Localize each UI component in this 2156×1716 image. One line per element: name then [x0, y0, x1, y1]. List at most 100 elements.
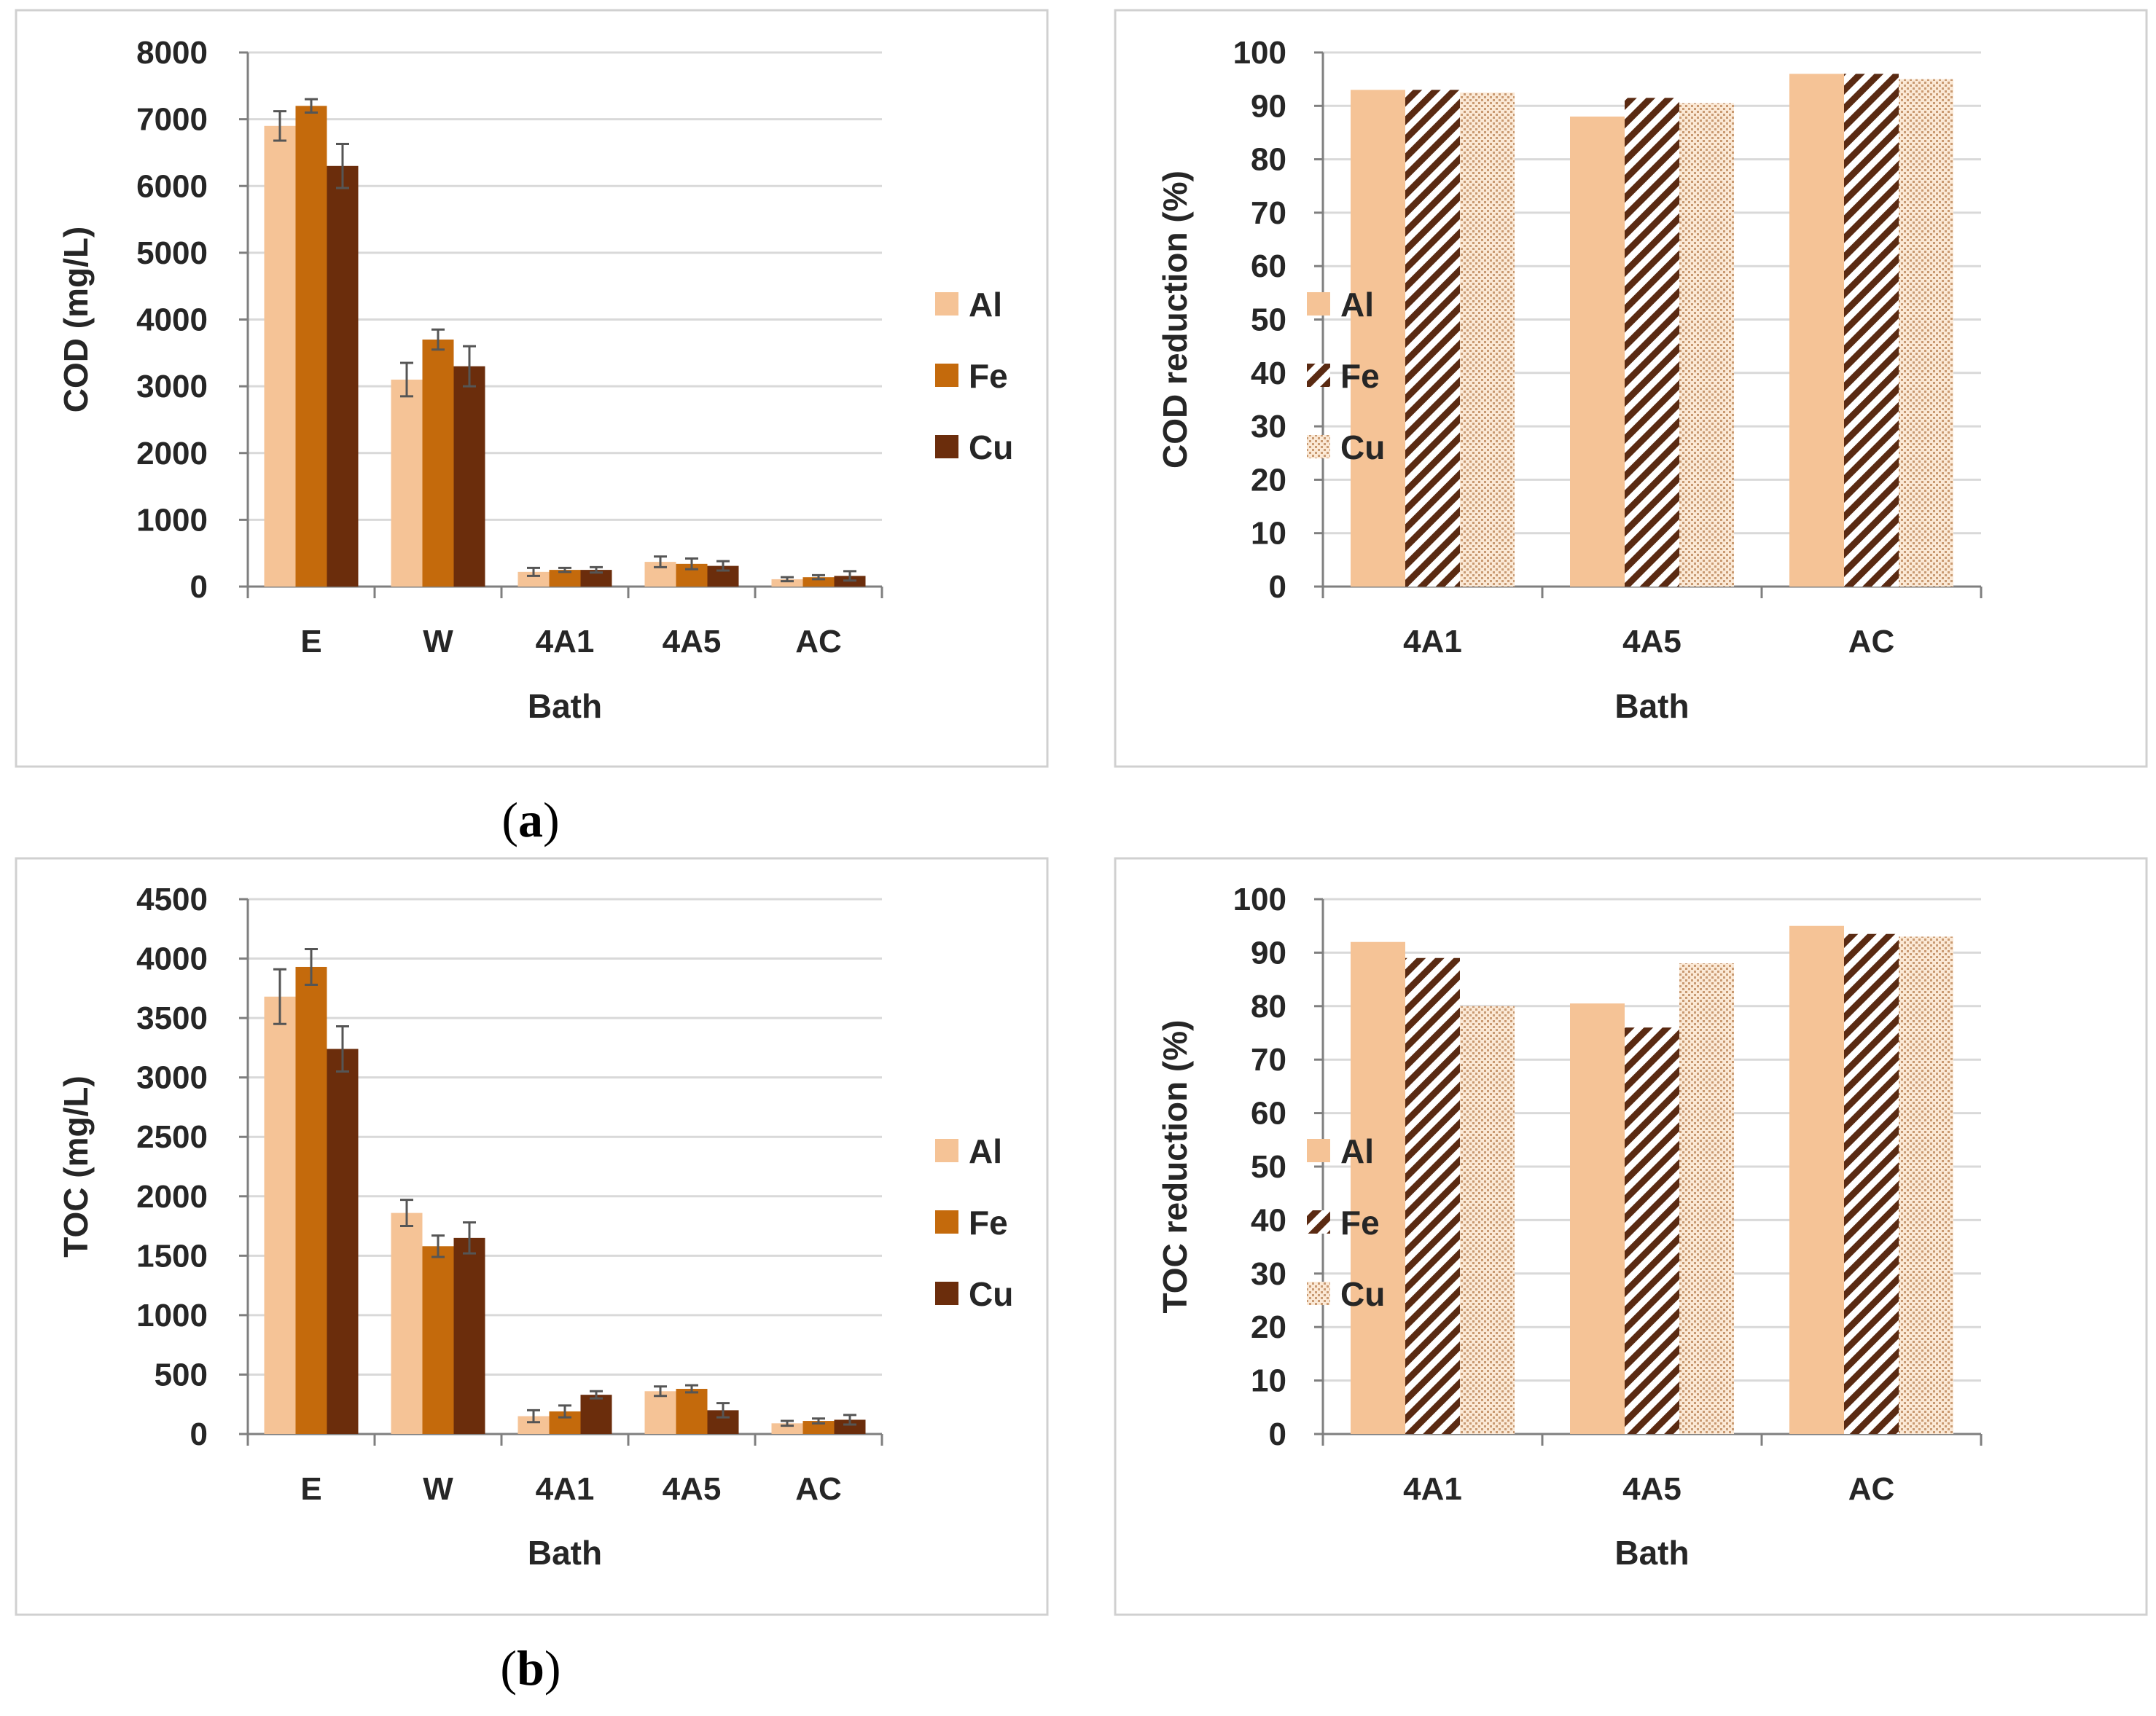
toc-bar-al-e — [264, 996, 296, 1434]
toc-reduction-bar-cu-4a1 — [1460, 1006, 1515, 1434]
toc-reduction-y-axis-title: TOC reduction (%) — [1156, 1020, 1194, 1314]
cod-ytick-label: 7000 — [136, 102, 208, 138]
panel-cod-frame — [15, 9, 1049, 768]
toc-reduction-ytick-label: 70 — [1251, 1042, 1286, 1078]
toc-xtick-label-w: W — [423, 1471, 453, 1507]
cod-chart: 0 1000 2000 3000 4000 5000 6000 7000 8000 E W 4A1 4A… — [57, 35, 1013, 725]
toc-reduction-ytick-label: 30 — [1251, 1256, 1286, 1292]
cod-legend-swatch-al — [935, 292, 958, 316]
cod-reduction-ytick-label: 80 — [1251, 142, 1286, 178]
toc-bar-cu-ac — [834, 1419, 866, 1434]
cod-bar-al-e — [264, 125, 296, 587]
cod-reduction-legend-label-fe: Fe — [1340, 357, 1380, 395]
toc-ytick-label: 1500 — [136, 1238, 208, 1274]
toc-reduction-xtick-label-4a1: 4A1 — [1403, 1471, 1462, 1507]
toc-bar-al-4a5 — [644, 1391, 676, 1434]
toc-ytick-label: 3000 — [136, 1060, 208, 1096]
cod-reduction-legend-swatch-cu — [1307, 435, 1330, 458]
cod-reduction-ytick-label: 40 — [1251, 356, 1286, 391]
caption-b: (b) — [500, 1640, 561, 1696]
toc-reduction-bar-al-4a5 — [1570, 1003, 1625, 1434]
toc-bar-al-ac — [771, 1423, 803, 1434]
cod-ytick-label: 3000 — [136, 369, 208, 404]
toc-legend-label-al: Al — [969, 1132, 1002, 1170]
caption-a-letter: a — [518, 792, 543, 847]
cod-reduction-x-axis-title: Bath — [1614, 687, 1689, 725]
toc-reduction-ytick-label: 100 — [1233, 882, 1286, 917]
toc-bar-cu-e — [327, 1049, 359, 1434]
cod-reduction-chart: 0 10 20 30 40 50 60 70 80 90 100 4A1 4A5 AC Bath COD re… — [1156, 35, 1983, 725]
cod-bar-fe-ac — [802, 577, 835, 587]
toc-xtick-label-4a5: 4A5 — [663, 1471, 722, 1507]
toc-reduction-bar-fe-ac — [1844, 933, 1899, 1434]
toc-reduction-xtick-label-ac: AC — [1848, 1471, 1895, 1507]
cod-reduction-ytick-label: 100 — [1233, 35, 1286, 71]
toc-reduction-bar-al-ac — [1789, 925, 1844, 1434]
toc-legend-label-cu: Cu — [969, 1275, 1013, 1313]
cod-reduction-ytick-label: 20 — [1251, 462, 1286, 498]
cod-reduction-ytick-label: 0 — [1269, 569, 1286, 605]
cod-reduction-xtick-label-4a1: 4A1 — [1403, 624, 1462, 659]
toc-reduction-xtick-label-4a5: 4A5 — [1622, 1471, 1682, 1507]
toc-chart: 0 500 1000 1500 2000 2500 3000 3500 4000 4500 E W 4A… — [57, 882, 1013, 1572]
toc-ytick-label: 2000 — [136, 1179, 208, 1215]
toc-reduction-legend-swatch-cu — [1307, 1282, 1330, 1305]
cod-ytick-label: 6000 — [136, 168, 208, 204]
cod-legend-swatch-cu — [935, 435, 958, 458]
cod-ytick-label: 5000 — [136, 235, 208, 271]
toc-reduction-legend-swatch-al — [1307, 1139, 1330, 1162]
toc-reduction-ytick-label: 90 — [1251, 935, 1286, 971]
cod-reduction-bar-cu-ac — [1899, 79, 1953, 587]
toc-reduction-bar-cu-4a5 — [1679, 963, 1734, 1434]
cod-reduction-legend-label-cu: Cu — [1340, 428, 1385, 466]
toc-reduction-bar-cu-ac — [1899, 936, 1953, 1434]
cod-reduction-ytick-label: 10 — [1251, 516, 1286, 552]
toc-reduction-ytick-label: 60 — [1251, 1096, 1286, 1132]
cod-reduction-bar-fe-ac — [1844, 74, 1899, 587]
toc-reduction-bar-al-4a1 — [1351, 941, 1405, 1434]
toc-legend-label-fe: Fe — [969, 1204, 1008, 1242]
toc-ytick-label: 500 — [155, 1357, 208, 1392]
cod-reduction-ytick-label: 70 — [1251, 195, 1286, 231]
cod-reduction-bar-fe-4a1 — [1405, 90, 1460, 587]
cod-legend-label-fe: Fe — [969, 357, 1008, 395]
cod-x-axis-title: Bath — [528, 687, 602, 725]
toc-reduction-bar-fe-4a1 — [1405, 957, 1460, 1434]
cod-xtick-label-ac: AC — [795, 624, 842, 659]
cod-ytick-label: 2000 — [136, 436, 208, 471]
cod-xtick-label-4a1: 4A1 — [536, 624, 595, 659]
cod-ytick-label: 1000 — [136, 502, 208, 538]
cod-legend-label-al: Al — [969, 286, 1002, 324]
cod-bar-fe-4a1 — [549, 570, 581, 587]
cod-reduction-bar-al-4a1 — [1351, 90, 1405, 587]
cod-reduction-xtick-label-4a5: 4A5 — [1622, 624, 1682, 659]
cod-reduction-ytick-label: 50 — [1251, 302, 1286, 338]
cod-bar-al-ac — [771, 579, 803, 587]
cod-bar-cu-4a1 — [580, 570, 612, 587]
toc-reduction-ytick-label: 10 — [1251, 1363, 1286, 1399]
cod-legend-swatch-fe — [935, 364, 958, 387]
cod-legend-label-cu: Cu — [969, 428, 1013, 466]
cod-bar-cu-w — [453, 366, 485, 587]
cod-bar-fe-e — [295, 106, 327, 587]
toc-reduction-legend-label-fe: Fe — [1340, 1204, 1380, 1242]
toc-bar-fe-4a5 — [676, 1389, 708, 1434]
caption-b-letter: b — [517, 1640, 544, 1696]
toc-y-axis-title: TOC (mg/L) — [57, 1076, 95, 1258]
caption-a: (a) — [501, 792, 559, 847]
cod-reduction-legend-swatch-al — [1307, 292, 1330, 316]
toc-reduction-legend-label-al: Al — [1340, 1132, 1374, 1170]
cod-reduction-legend-label-al: Al — [1340, 286, 1374, 324]
toc-reduction-legend-swatch-fe — [1307, 1210, 1330, 1234]
cod-bar-al-4a1 — [517, 571, 550, 587]
toc-bar-cu-w — [453, 1237, 485, 1434]
toc-legend-swatch-cu — [935, 1282, 958, 1305]
toc-reduction-chart: 0 10 20 30 40 50 60 70 80 90 100 4A1 4A5 AC Bath TOC re… — [1156, 882, 1983, 1572]
toc-ytick-label: 1000 — [136, 1298, 208, 1333]
toc-reduction-ytick-label: 0 — [1269, 1417, 1286, 1452]
toc-bar-fe-w — [422, 1246, 454, 1434]
toc-legend-swatch-al — [935, 1139, 958, 1162]
toc-bar-fe-e — [295, 966, 327, 1434]
cod-reduction-ytick-label: 60 — [1251, 248, 1286, 284]
